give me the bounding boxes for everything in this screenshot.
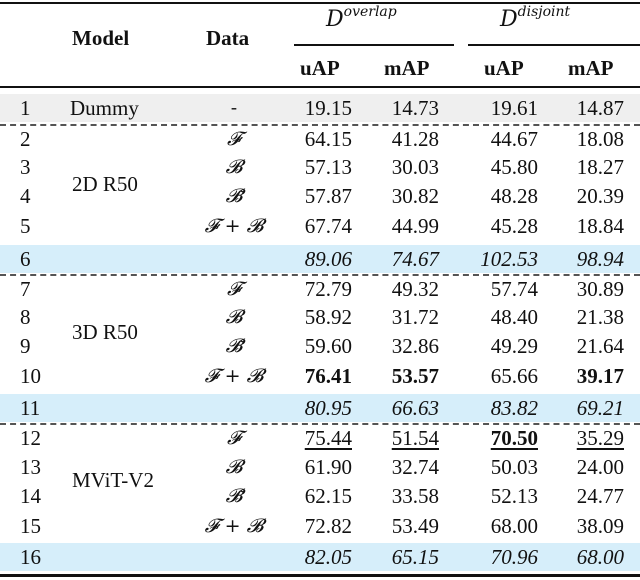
table-row: 9 𝓑̃ 59.60 32.86 49.29 21.64 <box>20 334 624 358</box>
top-rule <box>0 2 640 4</box>
dashed-separator <box>0 423 640 425</box>
cmidrule-overlap <box>294 44 454 46</box>
header-d-disjoint: Ddisjoint <box>500 4 571 32</box>
model-name: Dummy <box>70 96 139 120</box>
table-row: 7 𝓕 72.79 49.32 57.74 30.89 <box>20 277 624 301</box>
table-row: 5 𝓕 + 𝓑 67.74 44.99 45.28 18.84 <box>20 214 624 238</box>
table-row: 12 𝓕 75.44 51.54 70.50 35.29 <box>20 426 624 450</box>
table-row: 4 𝓑̃ 57.87 30.82 48.28 20.39 <box>20 184 624 208</box>
header-data: Data <box>206 26 250 50</box>
table-row-highlight: 6 89.06 74.67 102.53 98.94 <box>0 245 640 273</box>
table-row: 2 𝓕 64.15 41.28 44.67 18.08 <box>20 127 624 151</box>
table-row: 1 Dummy - 19.15 14.73 19.61 14.87 <box>0 94 640 122</box>
bottom-rule <box>0 574 640 577</box>
header-model: Model <box>72 26 130 50</box>
header-uap-overlap: uAP <box>300 56 340 80</box>
header-rule <box>0 86 640 88</box>
table-row: 3 𝓑 57.13 30.03 45.80 18.27 <box>20 155 624 179</box>
table-row-highlight: 16 82.05 65.15 70.96 68.00 <box>0 543 640 571</box>
model-name: MViT-V2 <box>72 468 154 492</box>
table-row: 10 𝓕 + 𝓑 76.41 53.57 65.66 39.17 <box>20 364 624 388</box>
cmidrule-disjoint <box>468 44 640 46</box>
header-map-disjoint: mAP <box>568 56 614 80</box>
table-row: 15 𝓕 + 𝓑 72.82 53.49 68.00 38.09 <box>20 514 624 538</box>
table-row: 13 𝓑 61.90 32.74 50.03 24.00 <box>20 455 624 479</box>
table-row-highlight: 11 80.95 66.63 83.82 69.21 <box>0 394 640 422</box>
table-row: 8 𝓑 58.92 31.72 48.40 21.38 <box>20 305 624 329</box>
dashed-separator <box>0 124 640 126</box>
header-map-overlap: mAP <box>384 56 430 80</box>
header-uap-disjoint: uAP <box>484 56 524 80</box>
model-name: 3D R50 <box>72 320 138 344</box>
dashed-separator <box>0 274 640 276</box>
table-row: 14 𝓑̃ 62.15 33.58 52.13 24.77 <box>20 484 624 508</box>
header-d-overlap: Doverlap <box>326 4 397 32</box>
model-name: 2D R50 <box>72 172 138 196</box>
